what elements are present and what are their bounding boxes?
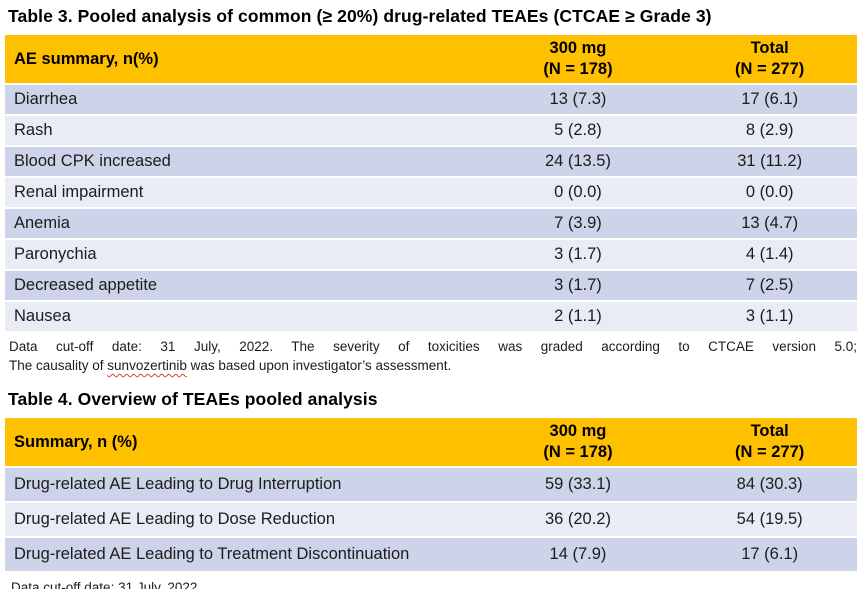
value-total-cell: 17 (6.1)	[682, 538, 857, 571]
ae-label-cell: Nausea	[5, 302, 474, 331]
header-total-line: Total	[750, 39, 789, 57]
table4-section: Table 4. Overview of TEAEs pooled analys…	[5, 389, 857, 589]
value-total-cell: 54 (19.5)	[682, 503, 857, 536]
value-300mg-cell: 3 (1.7)	[473, 271, 683, 300]
table3: AE summary, n(%) 300 mg (N = 178) Total …	[5, 33, 857, 333]
header-n-line: (N = 277)	[735, 60, 805, 78]
table3-footnote: Data cut-off date: 31 July, 2022. The se…	[9, 337, 857, 375]
summary-label-cell: Drug-related AE Leading to Dose Reductio…	[5, 503, 474, 536]
table4: Summary, n (%) 300 mg (N = 178) Total (N…	[5, 416, 857, 573]
table-row: Drug-related AE Leading to Treatment Dis…	[5, 538, 857, 571]
table-row: Diarrhea 13 (7.3) 17 (6.1)	[5, 85, 857, 114]
table4-header-300mg: 300 mg (N = 178)	[473, 418, 683, 466]
table3-header-row: AE summary, n(%) 300 mg (N = 178) Total …	[5, 35, 857, 83]
table3-title: Table 3. Pooled analysis of common (≥ 20…	[8, 6, 712, 26]
header-n-line: (N = 277)	[735, 443, 805, 461]
table-row: Renal impairment 0 (0.0) 0 (0.0)	[5, 178, 857, 207]
ae-label-cell: Diarrhea	[5, 85, 474, 114]
value-total-cell: 84 (30.3)	[682, 468, 857, 501]
summary-label-cell: Drug-related AE Leading to Treatment Dis…	[5, 538, 474, 571]
table3-header-300mg: 300 mg (N = 178)	[473, 35, 683, 83]
table3-header-ae-summary: AE summary, n(%)	[5, 35, 474, 83]
footnote-text: was based upon investigator’s assessment…	[186, 358, 452, 373]
value-300mg-cell: 2 (1.1)	[473, 302, 683, 331]
ae-label-cell: Decreased appetite	[5, 271, 474, 300]
misspelled-word: sunvozertinib	[107, 358, 187, 373]
value-total-cell: 8 (2.9)	[682, 116, 857, 145]
summary-label-cell: Drug-related AE Leading to Drug Interrup…	[5, 468, 474, 501]
ae-label-cell: Rash	[5, 116, 474, 145]
footnote-line2: The causality of sunvozertinib was based…	[9, 356, 857, 375]
ae-label-cell: Blood CPK increased	[5, 147, 474, 176]
value-total-cell: 31 (11.2)	[682, 147, 857, 176]
footnote-text: The causality of	[9, 358, 108, 373]
header-n-line: (N = 178)	[543, 60, 613, 78]
value-total-cell: 7 (2.5)	[682, 271, 857, 300]
table-row: Blood CPK increased 24 (13.5) 31 (11.2)	[5, 147, 857, 176]
table-row: Nausea 2 (1.1) 3 (1.1)	[5, 302, 857, 331]
value-total-cell: 17 (6.1)	[682, 85, 857, 114]
ae-label-cell: Paronychia	[5, 240, 474, 269]
table-row: Drug-related AE Leading to Dose Reductio…	[5, 503, 857, 536]
value-300mg-cell: 13 (7.3)	[473, 85, 683, 114]
header-total-line: Total	[750, 422, 789, 440]
table-row: Rash 5 (2.8) 8 (2.9)	[5, 116, 857, 145]
value-300mg-cell: 36 (20.2)	[473, 503, 683, 536]
table-row: Paronychia 3 (1.7) 4 (1.4)	[5, 240, 857, 269]
value-300mg-cell: 0 (0.0)	[473, 178, 683, 207]
ae-label-cell: Anemia	[5, 209, 474, 238]
table4-title: Table 4. Overview of TEAEs pooled analys…	[8, 389, 378, 409]
value-300mg-cell: 5 (2.8)	[473, 116, 683, 145]
header-n-line: (N = 178)	[543, 443, 613, 461]
value-total-cell: 3 (1.1)	[682, 302, 857, 331]
value-300mg-cell: 14 (7.9)	[473, 538, 683, 571]
value-300mg-cell: 7 (3.9)	[473, 209, 683, 238]
value-300mg-cell: 59 (33.1)	[473, 468, 683, 501]
header-dose-line: 300 mg	[549, 422, 607, 440]
table3-header-total: Total (N = 277)	[682, 35, 857, 83]
table-row: Decreased appetite 3 (1.7) 7 (2.5)	[5, 271, 857, 300]
table4-footnote: Data cut-off date: 31 July, 2022.	[11, 580, 202, 589]
table4-header-summary: Summary, n (%)	[5, 418, 474, 466]
ae-label-cell: Renal impairment	[5, 178, 474, 207]
value-total-cell: 4 (1.4)	[682, 240, 857, 269]
table3-section: Table 3. Pooled analysis of common (≥ 20…	[5, 6, 857, 375]
value-300mg-cell: 3 (1.7)	[473, 240, 683, 269]
value-300mg-cell: 24 (13.5)	[473, 147, 683, 176]
table-row: Anemia 7 (3.9) 13 (4.7)	[5, 209, 857, 238]
value-total-cell: 13 (4.7)	[682, 209, 857, 238]
table4-header-row: Summary, n (%) 300 mg (N = 178) Total (N…	[5, 418, 857, 466]
table4-header-total: Total (N = 277)	[682, 418, 857, 466]
footnote-line1: Data cut-off date: 31 July, 2022. The se…	[9, 339, 857, 354]
header-dose-line: 300 mg	[549, 39, 607, 57]
value-total-cell: 0 (0.0)	[682, 178, 857, 207]
table-row: Drug-related AE Leading to Drug Interrup…	[5, 468, 857, 501]
